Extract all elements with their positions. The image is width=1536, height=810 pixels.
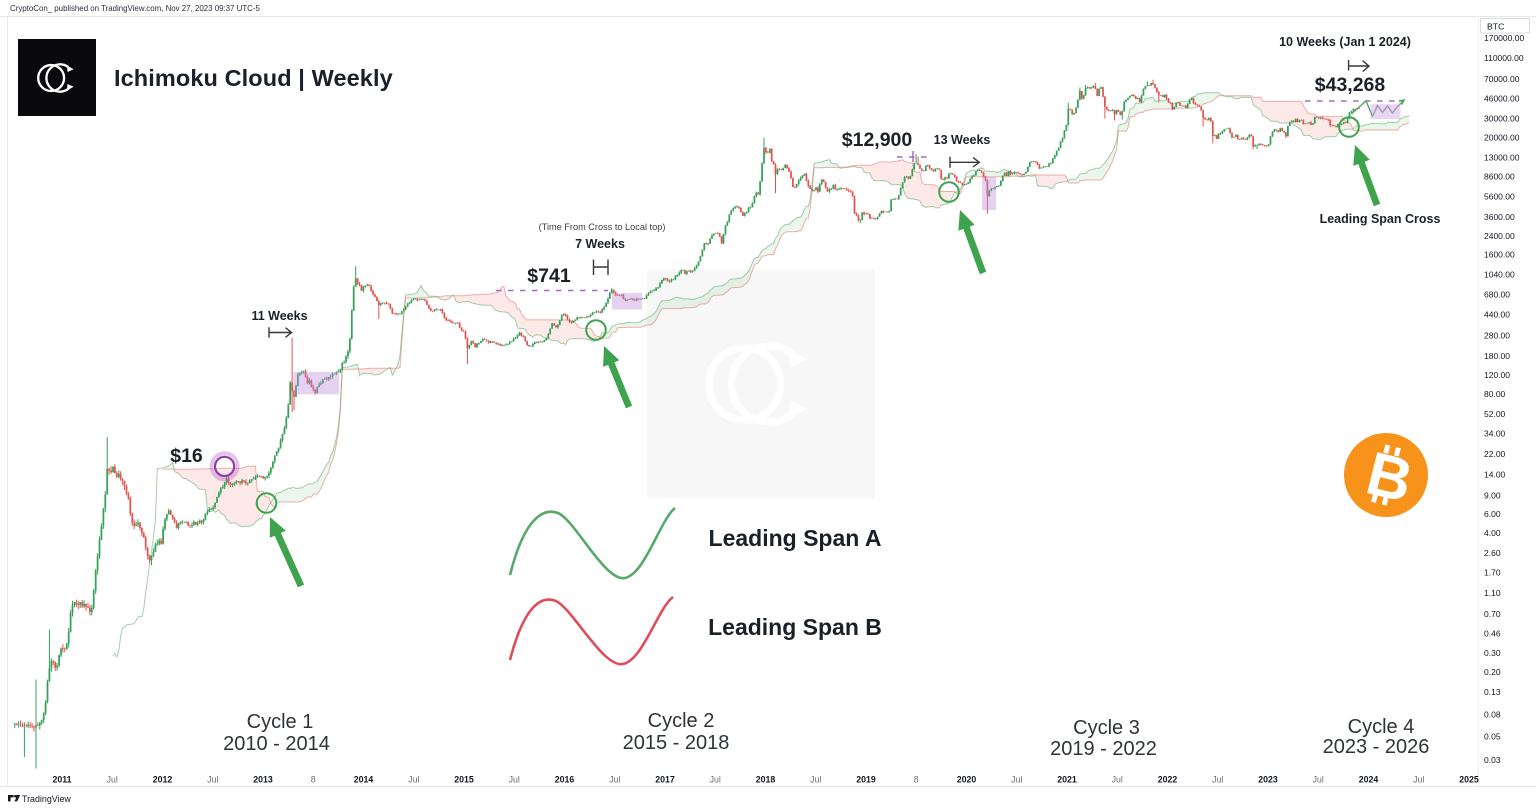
svg-text:680.00: 680.00 [1484, 289, 1510, 299]
svg-text:20000.00: 20000.00 [1484, 132, 1520, 142]
svg-text:Jul: Jul [408, 775, 419, 785]
svg-text:Jul: Jul [1212, 775, 1223, 785]
svg-text:Jul: Jul [107, 775, 118, 785]
svg-text:2015: 2015 [454, 775, 474, 785]
svg-text:0.46: 0.46 [1484, 628, 1501, 638]
svg-text:Jul: Jul [1313, 775, 1324, 785]
svg-text:Jul: Jul [810, 775, 821, 785]
svg-text:170000.00: 170000.00 [1484, 33, 1524, 43]
svg-text:Jul: Jul [710, 775, 721, 785]
svg-text:0.08: 0.08 [1484, 710, 1501, 720]
svg-text:2019: 2019 [856, 775, 876, 785]
svg-text:0.03: 0.03 [1484, 755, 1501, 765]
svg-text:0.05: 0.05 [1484, 731, 1501, 741]
svg-text:Jul: Jul [509, 775, 520, 785]
svg-text:2012: 2012 [153, 775, 173, 785]
svg-text:80.00: 80.00 [1484, 389, 1506, 399]
svg-text:Jul: Jul [1112, 775, 1123, 785]
svg-text:0.13: 0.13 [1484, 687, 1501, 697]
svg-text:14.00: 14.00 [1484, 470, 1506, 480]
svg-text:2017: 2017 [655, 775, 675, 785]
svg-text:0.70: 0.70 [1484, 609, 1501, 619]
svg-text:0.20: 0.20 [1484, 667, 1501, 677]
svg-text:70000.00: 70000.00 [1484, 74, 1520, 84]
svg-text:110000.00: 110000.00 [1484, 53, 1524, 63]
svg-text:180.00: 180.00 [1484, 351, 1510, 361]
svg-text:1600.00: 1600.00 [1484, 250, 1515, 260]
svg-text:440.00: 440.00 [1484, 310, 1510, 320]
svg-text:34.00: 34.00 [1484, 429, 1506, 439]
svg-text:BTC: BTC [1487, 22, 1504, 32]
svg-text:2014: 2014 [354, 775, 374, 785]
svg-text:Jul: Jul [207, 775, 218, 785]
svg-text:13000.00: 13000.00 [1484, 152, 1520, 162]
svg-text:0.30: 0.30 [1484, 648, 1501, 658]
svg-text:52.00: 52.00 [1484, 409, 1506, 419]
svg-text:Jul: Jul [1413, 775, 1424, 785]
svg-text:2400.00: 2400.00 [1484, 231, 1515, 241]
svg-text:2023: 2023 [1258, 775, 1278, 785]
svg-text:Jul: Jul [609, 775, 620, 785]
svg-text:1.70: 1.70 [1484, 568, 1501, 578]
svg-text:2.60: 2.60 [1484, 548, 1501, 558]
svg-text:9.00: 9.00 [1484, 490, 1501, 500]
svg-text:2021: 2021 [1057, 775, 1077, 785]
svg-text:30000.00: 30000.00 [1484, 114, 1520, 124]
svg-text:120.00: 120.00 [1484, 370, 1510, 380]
svg-text:8600.00: 8600.00 [1484, 172, 1515, 182]
svg-text:6.00: 6.00 [1484, 509, 1501, 519]
svg-text:2024: 2024 [1359, 775, 1379, 785]
svg-text:3600.00: 3600.00 [1484, 212, 1515, 222]
svg-text:280.00: 280.00 [1484, 331, 1510, 341]
svg-text:2011: 2011 [52, 775, 71, 785]
svg-text:22.00: 22.00 [1484, 449, 1506, 459]
svg-text:2018: 2018 [756, 775, 776, 785]
svg-text:2025: 2025 [1459, 775, 1479, 785]
svg-text:5600.00: 5600.00 [1484, 192, 1515, 202]
svg-text:46000.00: 46000.00 [1484, 94, 1520, 104]
svg-text:2016: 2016 [555, 775, 575, 785]
svg-text:1.10: 1.10 [1484, 588, 1501, 598]
svg-text:Jul: Jul [1011, 775, 1022, 785]
svg-text:1040.00: 1040.00 [1484, 270, 1515, 280]
svg-text:4.00: 4.00 [1484, 528, 1501, 538]
svg-text:2013: 2013 [253, 775, 273, 785]
svg-text:2020: 2020 [957, 775, 977, 785]
svg-text:2022: 2022 [1158, 775, 1178, 785]
svg-text:8: 8 [914, 775, 919, 785]
svg-text:8: 8 [311, 775, 316, 785]
